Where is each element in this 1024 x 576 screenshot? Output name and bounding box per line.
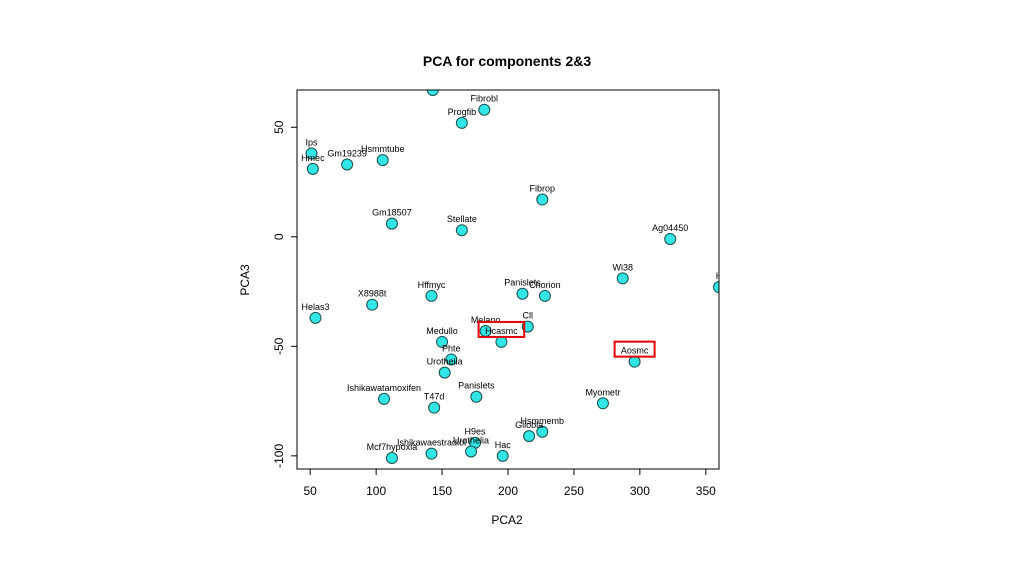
point-label: Phte <box>442 343 461 353</box>
y-axis-label: PCA3 <box>238 264 252 296</box>
x-tick-label: 50 <box>304 484 318 498</box>
point-label: Fibrobl <box>471 94 499 104</box>
data-point <box>478 103 491 116</box>
x-tick-label: 200 <box>498 484 518 498</box>
point-label: Hmec <box>301 153 325 163</box>
point-label: Urothelia <box>427 357 463 367</box>
point-label: Helas3 <box>301 302 329 312</box>
point-label: Cll <box>523 311 534 321</box>
point-label: Stellate <box>447 214 477 224</box>
highlight-box <box>613 340 656 358</box>
data-point <box>306 162 319 175</box>
data-point <box>445 353 458 366</box>
point-label: Gm19239 <box>327 148 367 158</box>
chart-title: PCA for components 2&3 <box>423 53 591 69</box>
point-label: Progfib <box>448 107 477 117</box>
point-label: Myometr <box>585 387 620 397</box>
point-label: Medullo <box>426 326 458 336</box>
y-tick-label: -50 <box>272 337 286 355</box>
point-label: Ips <box>305 138 318 148</box>
data-point <box>309 311 322 324</box>
x-tick-label: 350 <box>696 484 716 498</box>
x-tick-label: 300 <box>630 484 650 498</box>
data-point <box>495 335 508 348</box>
point-label: H9es <box>465 427 487 437</box>
data-point <box>385 452 398 465</box>
data-point <box>628 355 641 368</box>
point-label: Panislets <box>458 381 495 391</box>
point-label: Ishikawaestradiol <box>397 438 466 448</box>
plot-frame <box>296 89 720 470</box>
x-tick-label: 150 <box>432 484 452 498</box>
x-axis-label: PCA2 <box>491 513 523 527</box>
highlight-box <box>477 320 526 338</box>
point-label: Hsmmtube <box>361 144 405 154</box>
point-label: Fibrop <box>530 184 556 194</box>
point-label: Wi38 <box>612 262 633 272</box>
x-tick-label: 250 <box>564 484 584 498</box>
data-point <box>713 281 719 294</box>
point-label: Ishikawatamoxifen <box>347 383 421 393</box>
point-label: Gliobla <box>515 420 543 430</box>
x-tick-label: 100 <box>366 484 386 498</box>
data-point <box>366 298 379 311</box>
data-point <box>428 401 441 414</box>
data-point <box>616 272 629 285</box>
data-point <box>455 116 468 129</box>
point-label: Hcasmc <box>485 326 518 336</box>
y-tick-label: 0 <box>272 233 286 240</box>
point-label: Chorion <box>529 280 561 290</box>
axes: 50 100 150 200 250 300 350 -100 -50 0 50 <box>272 120 716 498</box>
data-point <box>455 224 468 237</box>
data-point <box>438 366 451 379</box>
data-point <box>596 397 609 410</box>
data-point <box>496 449 509 462</box>
data-point <box>436 335 449 348</box>
data-point <box>516 287 529 300</box>
point-label: X8988t <box>358 289 387 299</box>
y-tick-label: -100 <box>272 444 286 468</box>
data-point <box>465 445 478 458</box>
point-label: Hsmmemb <box>521 416 565 426</box>
data-point <box>425 447 438 460</box>
data-point <box>385 217 398 230</box>
data-point <box>341 158 354 171</box>
data-point <box>425 289 438 302</box>
data-point <box>376 154 389 167</box>
point-label: Panislets <box>504 278 541 288</box>
data-point <box>470 390 483 403</box>
data-point <box>538 289 551 302</box>
point-label: Melano <box>471 315 501 325</box>
point-label: Hac <box>495 440 512 450</box>
data-point <box>536 425 549 438</box>
point-label: H <box>716 271 723 281</box>
point-label: Gm18507 <box>372 208 412 218</box>
point-label: T47d <box>424 392 445 402</box>
point-label: Mcf7hypoxia <box>367 442 418 452</box>
data-point <box>305 147 318 160</box>
point-label: Aosmc <box>621 346 649 356</box>
y-tick-label: 50 <box>272 120 286 134</box>
point-label: Urothelia <box>453 435 489 445</box>
data-point <box>426 90 439 96</box>
point-label: Hffmyc <box>418 280 446 290</box>
data-point <box>378 392 391 405</box>
data-point <box>664 232 677 245</box>
point-label: Ag04450 <box>652 223 688 233</box>
data-point <box>536 193 549 206</box>
data-point <box>523 430 536 443</box>
